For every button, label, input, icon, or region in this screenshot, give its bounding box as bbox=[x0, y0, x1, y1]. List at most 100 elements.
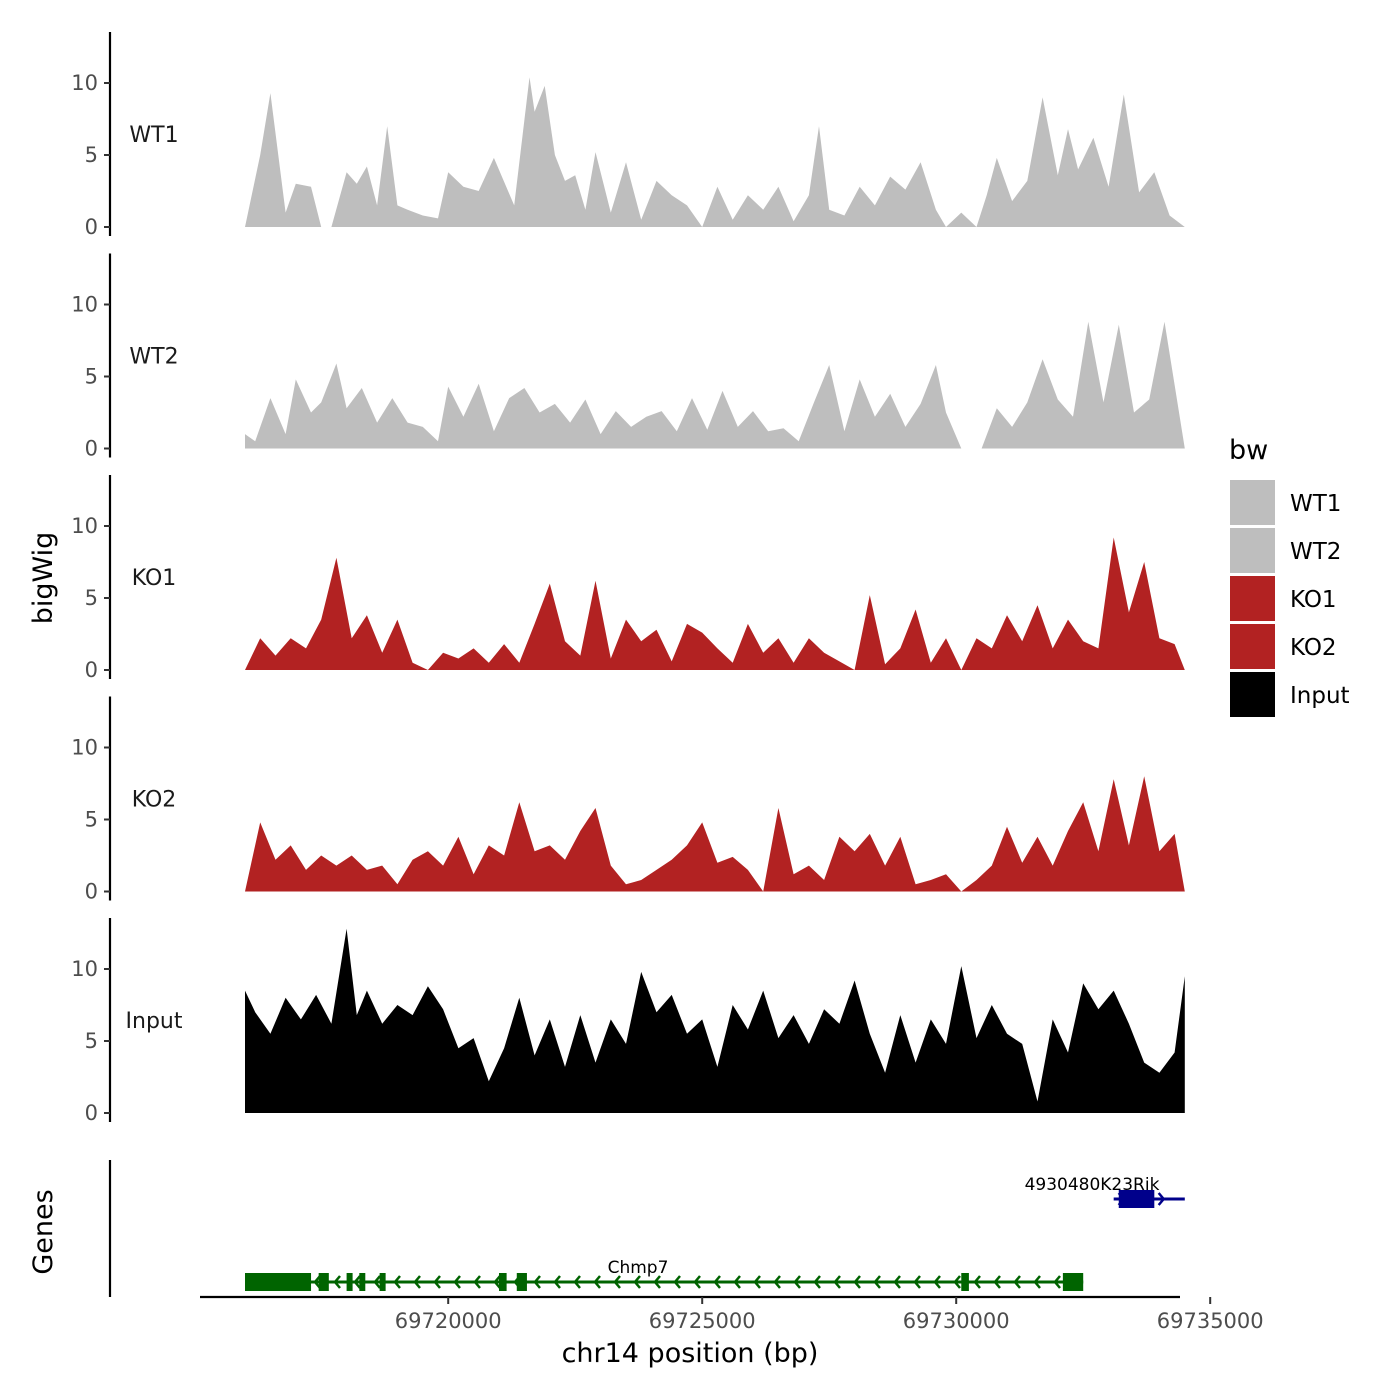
track-label: Input bbox=[126, 1009, 183, 1034]
strand-chevron bbox=[533, 1275, 541, 1289]
y-tick-label: 5 bbox=[85, 143, 98, 167]
strand-chevron bbox=[933, 1275, 941, 1289]
strand-chevron bbox=[353, 1275, 361, 1289]
coverage-area-wt2 bbox=[245, 321, 1185, 449]
gene-exon bbox=[961, 1273, 969, 1291]
gene-exon bbox=[1062, 1273, 1084, 1291]
coverage-area-wt1 bbox=[245, 77, 1185, 227]
strand-chevron bbox=[993, 1275, 1001, 1289]
y-tick-label: 10 bbox=[71, 514, 98, 538]
legend: bw WT1 WT2 KO1 KO2 Input bbox=[1229, 435, 1350, 717]
y-tick-label: 5 bbox=[85, 586, 98, 610]
strand-chevron bbox=[553, 1275, 561, 1289]
y-tick-label: 10 bbox=[71, 736, 98, 760]
track-label: KO1 bbox=[132, 566, 177, 591]
strand-chevron bbox=[953, 1275, 961, 1289]
x-tick-label: 69720000 bbox=[395, 1309, 502, 1333]
y-tick-label: 0 bbox=[85, 437, 98, 461]
track-label: WT1 bbox=[129, 123, 178, 148]
coverage-tracks: 0 5 10 WT1 0 5 10 WT2 0 5 10 KO1 0 5 10 KO2 0 5 10 Input bbox=[71, 32, 1185, 1125]
track-wt2: 0 5 10 WT2 bbox=[71, 253, 1185, 461]
y-tick-label: 5 bbox=[85, 1029, 98, 1053]
strand-chevron bbox=[853, 1275, 861, 1289]
strand-chevron bbox=[373, 1275, 381, 1289]
gene-4930480k23rik: 4930480K23Rik bbox=[1025, 1175, 1185, 1208]
strand-chevron bbox=[1013, 1275, 1021, 1289]
strand-chevron bbox=[1157, 1192, 1166, 1206]
y-tick-label: 0 bbox=[85, 1101, 98, 1125]
legend-item-wt1: WT1 bbox=[1230, 480, 1341, 525]
gene-name-label: 4930480K23Rik bbox=[1025, 1175, 1160, 1195]
strand-chevron bbox=[673, 1275, 681, 1289]
legend-label: WT1 bbox=[1290, 491, 1341, 517]
track-label: KO2 bbox=[132, 788, 177, 813]
y-tick-label: 10 bbox=[71, 957, 98, 981]
strand-chevron bbox=[473, 1275, 481, 1289]
strand-chevron bbox=[333, 1275, 341, 1289]
legend-label: Input bbox=[1290, 683, 1350, 709]
legend-swatch bbox=[1230, 624, 1275, 669]
legend-item-input: Input bbox=[1230, 672, 1350, 717]
gene-name-label: Chmp7 bbox=[608, 1258, 669, 1278]
track-wt1: 0 5 10 WT1 bbox=[71, 32, 1185, 239]
legend-swatch bbox=[1230, 672, 1275, 717]
strand-chevron bbox=[653, 1275, 661, 1289]
strand-chevron bbox=[593, 1275, 601, 1289]
legend-item-wt2: WT2 bbox=[1230, 528, 1341, 573]
strand-chevron bbox=[973, 1275, 981, 1289]
genes-panel-title: Genes bbox=[28, 1189, 59, 1274]
strand-chevron bbox=[453, 1275, 461, 1289]
y-tick-label: 10 bbox=[71, 293, 98, 317]
legend-item-ko2: KO2 bbox=[1230, 624, 1337, 669]
coverage-area-ko2 bbox=[245, 776, 1185, 892]
strand-chevron bbox=[413, 1275, 421, 1289]
legend-swatch bbox=[1230, 528, 1275, 573]
y-tick-label: 0 bbox=[85, 658, 98, 682]
strand-chevron bbox=[813, 1275, 821, 1289]
strand-chevron bbox=[753, 1275, 761, 1289]
strand-chevron bbox=[1053, 1275, 1061, 1289]
y-tick-label: 5 bbox=[85, 808, 98, 832]
strand-chevron bbox=[613, 1275, 621, 1289]
strand-chevron bbox=[393, 1275, 401, 1289]
x-tick-label: 69735000 bbox=[1157, 1309, 1264, 1333]
strand-chevron bbox=[693, 1275, 701, 1289]
gene-exon bbox=[359, 1273, 366, 1291]
y-tick-label: 5 bbox=[85, 365, 98, 389]
strand-chevron bbox=[573, 1275, 581, 1289]
legend-label: WT2 bbox=[1290, 539, 1341, 565]
y-tick-label: 0 bbox=[85, 880, 98, 904]
track-label: WT2 bbox=[129, 345, 178, 370]
y-tick-label: 10 bbox=[71, 71, 98, 95]
x-axis: 69720000 69725000 69730000 69735000 bbox=[200, 1295, 1264, 1333]
x-tick-label: 69725000 bbox=[649, 1309, 756, 1333]
x-tick-label: 69730000 bbox=[903, 1309, 1010, 1333]
legend-item-ko1: KO1 bbox=[1230, 576, 1337, 621]
strand-chevron bbox=[873, 1275, 881, 1289]
strand-chevron bbox=[833, 1275, 841, 1289]
coverage-area-ko1 bbox=[245, 537, 1185, 670]
coverage-area-input bbox=[245, 928, 1185, 1113]
strand-chevron bbox=[793, 1275, 801, 1289]
gene-exon bbox=[379, 1273, 386, 1291]
strand-chevron bbox=[493, 1275, 501, 1289]
legend-label: KO2 bbox=[1290, 635, 1337, 661]
gene-exon bbox=[245, 1273, 312, 1291]
strand-chevron bbox=[633, 1275, 641, 1289]
gene-exon bbox=[499, 1273, 507, 1291]
gene-exon bbox=[318, 1273, 329, 1291]
track-ko1: 0 5 10 KO1 bbox=[71, 475, 1185, 682]
strand-chevron bbox=[773, 1275, 781, 1289]
gene-chmp7: Chmp7 bbox=[245, 1258, 1084, 1291]
y-axis-title: bigWig bbox=[28, 532, 59, 625]
y-tick-label: 0 bbox=[85, 215, 98, 239]
gene-exon bbox=[1118, 1190, 1155, 1208]
x-axis-title: chr14 position (bp) bbox=[562, 1338, 819, 1369]
track-ko2: 0 5 10 KO2 bbox=[71, 696, 1185, 904]
strand-chevron bbox=[313, 1275, 321, 1289]
legend-label: KO1 bbox=[1290, 587, 1337, 613]
gene-exon bbox=[516, 1273, 527, 1291]
gene-exon bbox=[346, 1273, 353, 1291]
legend-title: bw bbox=[1229, 435, 1268, 466]
